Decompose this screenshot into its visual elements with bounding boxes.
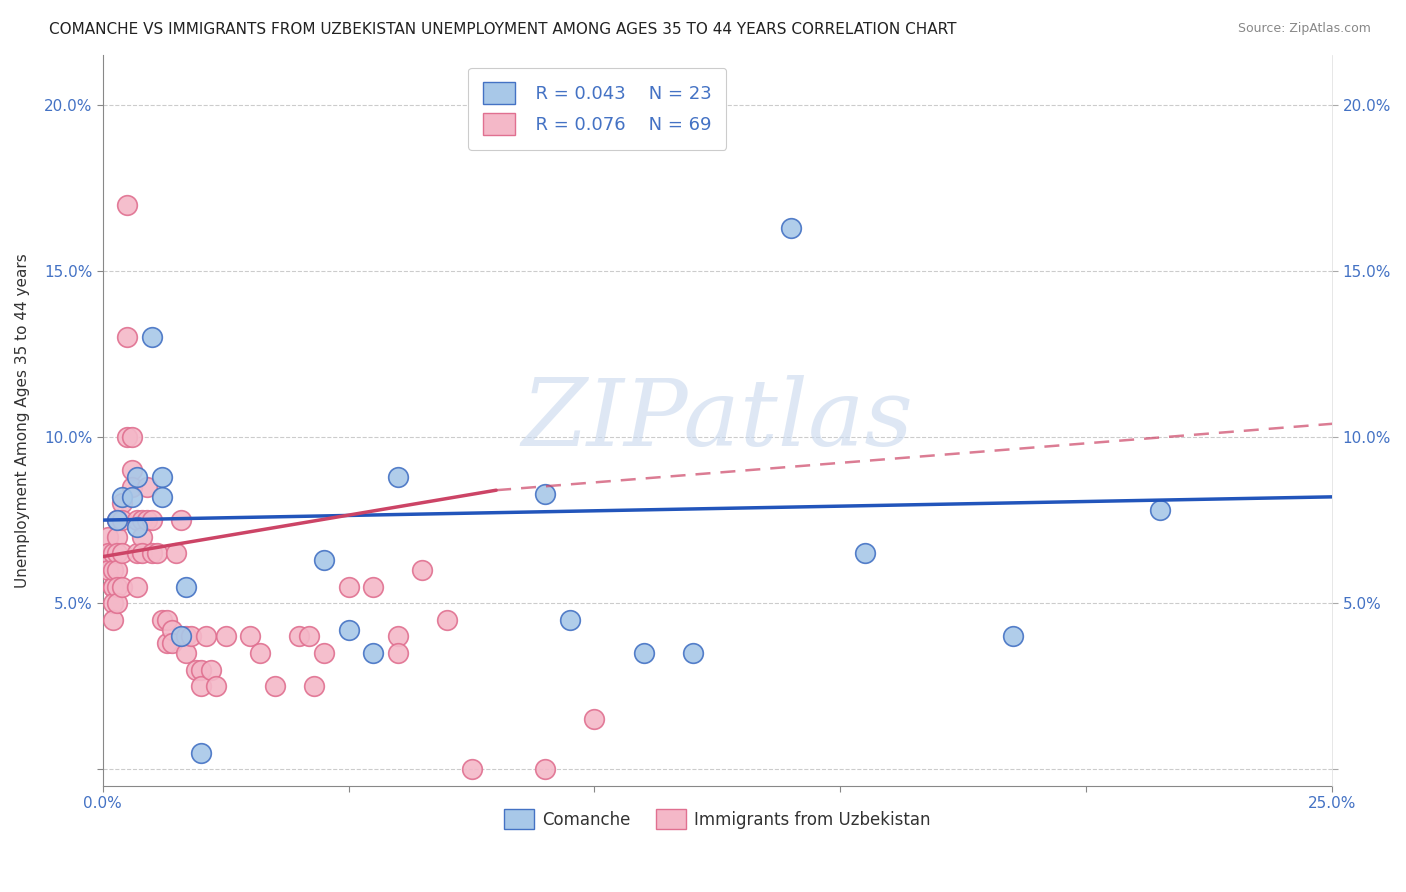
Point — [107, 563, 129, 577]
Point — [387, 646, 409, 660]
Text: COMANCHE VS IMMIGRANTS FROM UZBEKISTAN UNEMPLOYMENT AMONG AGES 35 TO 44 YEARS CO: COMANCHE VS IMMIGRANTS FROM UZBEKISTAN U… — [49, 22, 956, 37]
Point — [288, 629, 311, 643]
Y-axis label: Unemployment Among Ages 35 to 44 years: Unemployment Among Ages 35 to 44 years — [15, 253, 30, 588]
Point — [111, 580, 134, 594]
Point — [97, 530, 120, 544]
Point — [101, 596, 124, 610]
Point — [558, 613, 581, 627]
Point — [127, 513, 149, 527]
Point — [387, 470, 409, 484]
Point — [131, 513, 153, 527]
Point — [174, 629, 197, 643]
Point — [387, 629, 409, 643]
Point — [101, 613, 124, 627]
Point — [170, 629, 193, 643]
Point — [136, 513, 159, 527]
Point — [160, 623, 183, 637]
Point — [165, 546, 187, 560]
Point — [127, 520, 149, 534]
Point — [190, 663, 212, 677]
Point — [1149, 503, 1171, 517]
Point — [1001, 629, 1024, 643]
Point — [101, 563, 124, 577]
Point — [111, 496, 134, 510]
Point — [141, 513, 163, 527]
Point — [136, 480, 159, 494]
Point — [298, 629, 321, 643]
Point — [190, 679, 212, 693]
Point — [190, 746, 212, 760]
Point — [534, 762, 557, 776]
Point — [131, 530, 153, 544]
Point — [131, 546, 153, 560]
Point — [160, 636, 183, 650]
Point — [337, 580, 360, 594]
Point — [121, 480, 143, 494]
Point — [361, 646, 384, 660]
Point — [194, 629, 217, 643]
Point — [107, 596, 129, 610]
Point — [141, 330, 163, 344]
Point — [121, 463, 143, 477]
Point — [853, 546, 876, 560]
Point — [121, 430, 143, 444]
Point — [174, 646, 197, 660]
Legend: Comanche, Immigrants from Uzbekistan: Comanche, Immigrants from Uzbekistan — [498, 802, 938, 836]
Point — [200, 663, 222, 677]
Point — [117, 430, 139, 444]
Point — [263, 679, 285, 693]
Text: ZIPatlas: ZIPatlas — [522, 376, 914, 466]
Point — [127, 580, 149, 594]
Point — [97, 563, 120, 577]
Point — [107, 580, 129, 594]
Point — [170, 513, 193, 527]
Point — [337, 623, 360, 637]
Point — [107, 513, 129, 527]
Point — [361, 580, 384, 594]
Point — [534, 486, 557, 500]
Point — [101, 580, 124, 594]
Point — [111, 490, 134, 504]
Point — [312, 646, 335, 660]
Point — [214, 629, 236, 643]
Point — [107, 546, 129, 560]
Point — [107, 513, 129, 527]
Point — [174, 580, 197, 594]
Point — [633, 646, 655, 660]
Point — [97, 546, 120, 560]
Point — [111, 513, 134, 527]
Point — [150, 613, 173, 627]
Point — [127, 470, 149, 484]
Point — [239, 629, 262, 643]
Point — [101, 580, 124, 594]
Point — [302, 679, 325, 693]
Point — [583, 712, 606, 726]
Point — [780, 220, 803, 235]
Point — [411, 563, 433, 577]
Point — [117, 330, 139, 344]
Text: Source: ZipAtlas.com: Source: ZipAtlas.com — [1237, 22, 1371, 36]
Point — [204, 679, 226, 693]
Point — [249, 646, 271, 660]
Point — [107, 530, 129, 544]
Point — [682, 646, 704, 660]
Point — [150, 490, 173, 504]
Point — [121, 490, 143, 504]
Point — [184, 663, 207, 677]
Point — [180, 629, 202, 643]
Point — [101, 546, 124, 560]
Point — [312, 553, 335, 567]
Point — [111, 546, 134, 560]
Point — [156, 613, 179, 627]
Point — [127, 546, 149, 560]
Point — [460, 762, 482, 776]
Point — [150, 470, 173, 484]
Point — [141, 546, 163, 560]
Point — [117, 197, 139, 211]
Point — [146, 546, 169, 560]
Point — [156, 636, 179, 650]
Point — [436, 613, 458, 627]
